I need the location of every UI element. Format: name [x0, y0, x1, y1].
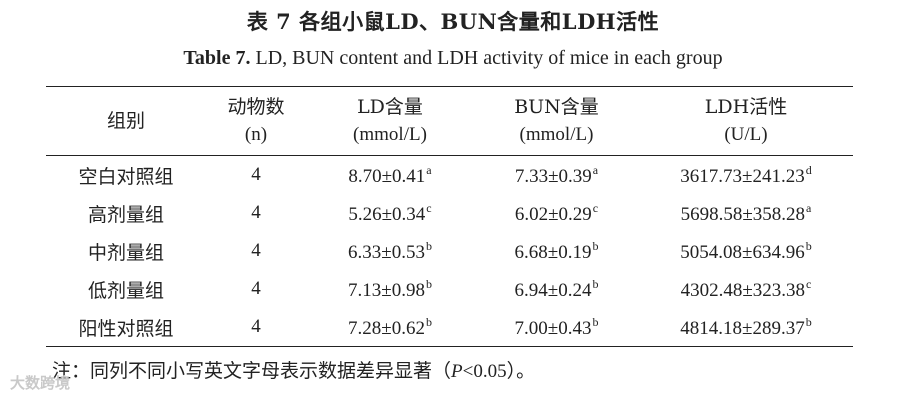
header-row: 组别 动物数 (n) LD含量 (mmol/L) BUN含量 (mmol/L) LDH… [46, 86, 853, 156]
table-title-zh: 表 7 各组小鼠LD、BUN含量和LDH活性 [246, 9, 660, 34]
watermark-logo: 大数跨境 [10, 374, 71, 392]
cell-ld: 8.70±0.41a [348, 162, 432, 187]
cell-group: 空白对照组 [78, 165, 174, 188]
table-row: 阳性对照组 4 7.28±0.62b 7.00±0.43b 4814.18±28… [46, 308, 853, 347]
cell-ldh: 4302.48±323.38c [680, 276, 812, 301]
cell-n: 4 [251, 202, 261, 223]
cell-ldh: 5054.08±634.96b [680, 238, 812, 263]
header-animals: 动物数 (n) [206, 86, 306, 156]
table-row: 中剂量组 4 6.33±0.53b 6.68±0.19b 5054.08±634… [46, 232, 853, 270]
cell-ld: 7.13±0.98b [348, 276, 432, 301]
cell-bun: 6.94±0.24b [514, 276, 599, 301]
cell-ld: 5.26±0.34c [348, 200, 432, 225]
table-title-en: Table 7. LD, BUN content and LDH activit… [0, 47, 906, 70]
cell-n: 4 [251, 240, 261, 261]
cell-group: 阳性对照组 [46, 308, 206, 347]
cell-n: 4 [206, 308, 306, 347]
header-bun: BUN含量 (mmol/L) [474, 86, 639, 156]
cell-n: 4 [251, 278, 261, 299]
cell-ldh: 3617.73±241.23d [680, 162, 812, 187]
cell-ldh: 4814.18±289.37b [639, 308, 853, 347]
cell-ldh: 5698.58±358.28a [680, 200, 812, 225]
cell-group: 中剂量组 [87, 241, 164, 264]
table-number: Table 7. [183, 47, 251, 69]
header-ld: LD含量 (mmol/L) [306, 86, 474, 156]
cell-ld: 7.28±0.62b [306, 308, 474, 347]
table-row: 高剂量组 4 5.26±0.34c 6.02±0.29c 5698.58±358… [46, 194, 853, 232]
table-row: 空白对照组 4 8.70±0.41a 7.33±0.39a 3617.73±24… [46, 156, 853, 195]
table-row: 低剂量组 4 7.13±0.98b 6.94±0.24b 4302.48±323… [46, 270, 853, 308]
cell-bun: 6.68±0.19b [514, 238, 599, 263]
data-table: 组别 动物数 (n) LD含量 (mmol/L) BUN含量 (mmol/L) LDH… [46, 86, 853, 347]
cell-ld: 6.33±0.53b [348, 238, 432, 263]
cell-group: 低剂量组 [87, 279, 164, 302]
cell-bun: 6.02±0.29c [514, 200, 599, 225]
table-footnote: 注：同列不同小写英文字母表示数据差异显著（P<0.05）。 [52, 360, 536, 382]
header-ldh: LDH活性 (U/L) [639, 86, 853, 156]
cell-bun: 7.33±0.39a [514, 162, 599, 187]
cell-group: 高剂量组 [87, 203, 164, 226]
table-caption: LD, BUN content and LDH activity of mice… [255, 47, 723, 69]
cell-n: 4 [251, 164, 261, 185]
header-group: 组别 [46, 86, 206, 156]
cell-bun: 7.00±0.43b [474, 308, 639, 347]
